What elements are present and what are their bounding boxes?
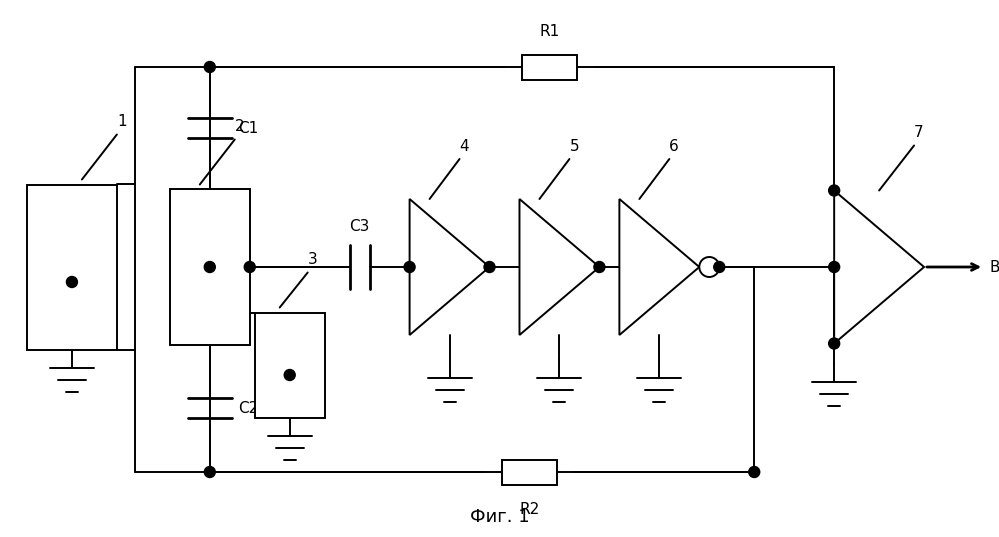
Circle shape [713, 262, 725, 272]
Circle shape [828, 262, 839, 272]
Circle shape [484, 262, 496, 272]
Circle shape [284, 369, 296, 381]
Text: ВЫХОД: ВЫХОД [989, 259, 999, 274]
Bar [501, 460, 557, 484]
Circle shape [404, 262, 416, 272]
Polygon shape [619, 199, 699, 335]
Circle shape [244, 262, 256, 272]
Circle shape [66, 277, 78, 287]
Text: 7: 7 [914, 126, 924, 141]
Polygon shape [410, 199, 490, 335]
Text: 2: 2 [235, 120, 245, 134]
Text: Фиг. 1: Фиг. 1 [470, 508, 529, 526]
Circle shape [593, 262, 605, 272]
Text: 3: 3 [308, 252, 318, 267]
Text: C3: C3 [350, 219, 370, 234]
Text: 5: 5 [569, 139, 579, 154]
Bar [27, 185, 117, 350]
Text: C2: C2 [238, 401, 258, 416]
Text: R2: R2 [519, 502, 539, 517]
Polygon shape [834, 191, 924, 344]
Circle shape [205, 62, 216, 72]
Bar [521, 54, 576, 79]
Text: C1: C1 [238, 121, 258, 136]
Circle shape [828, 338, 839, 349]
Circle shape [205, 262, 216, 272]
Circle shape [828, 185, 839, 196]
Circle shape [749, 467, 760, 477]
Text: 6: 6 [669, 139, 679, 154]
Bar [255, 313, 325, 417]
Text: R1: R1 [539, 24, 559, 39]
Polygon shape [519, 199, 599, 335]
Bar [170, 190, 250, 345]
Circle shape [699, 257, 719, 277]
Circle shape [205, 467, 216, 477]
Text: 4: 4 [460, 139, 470, 154]
Text: 1: 1 [117, 114, 127, 129]
